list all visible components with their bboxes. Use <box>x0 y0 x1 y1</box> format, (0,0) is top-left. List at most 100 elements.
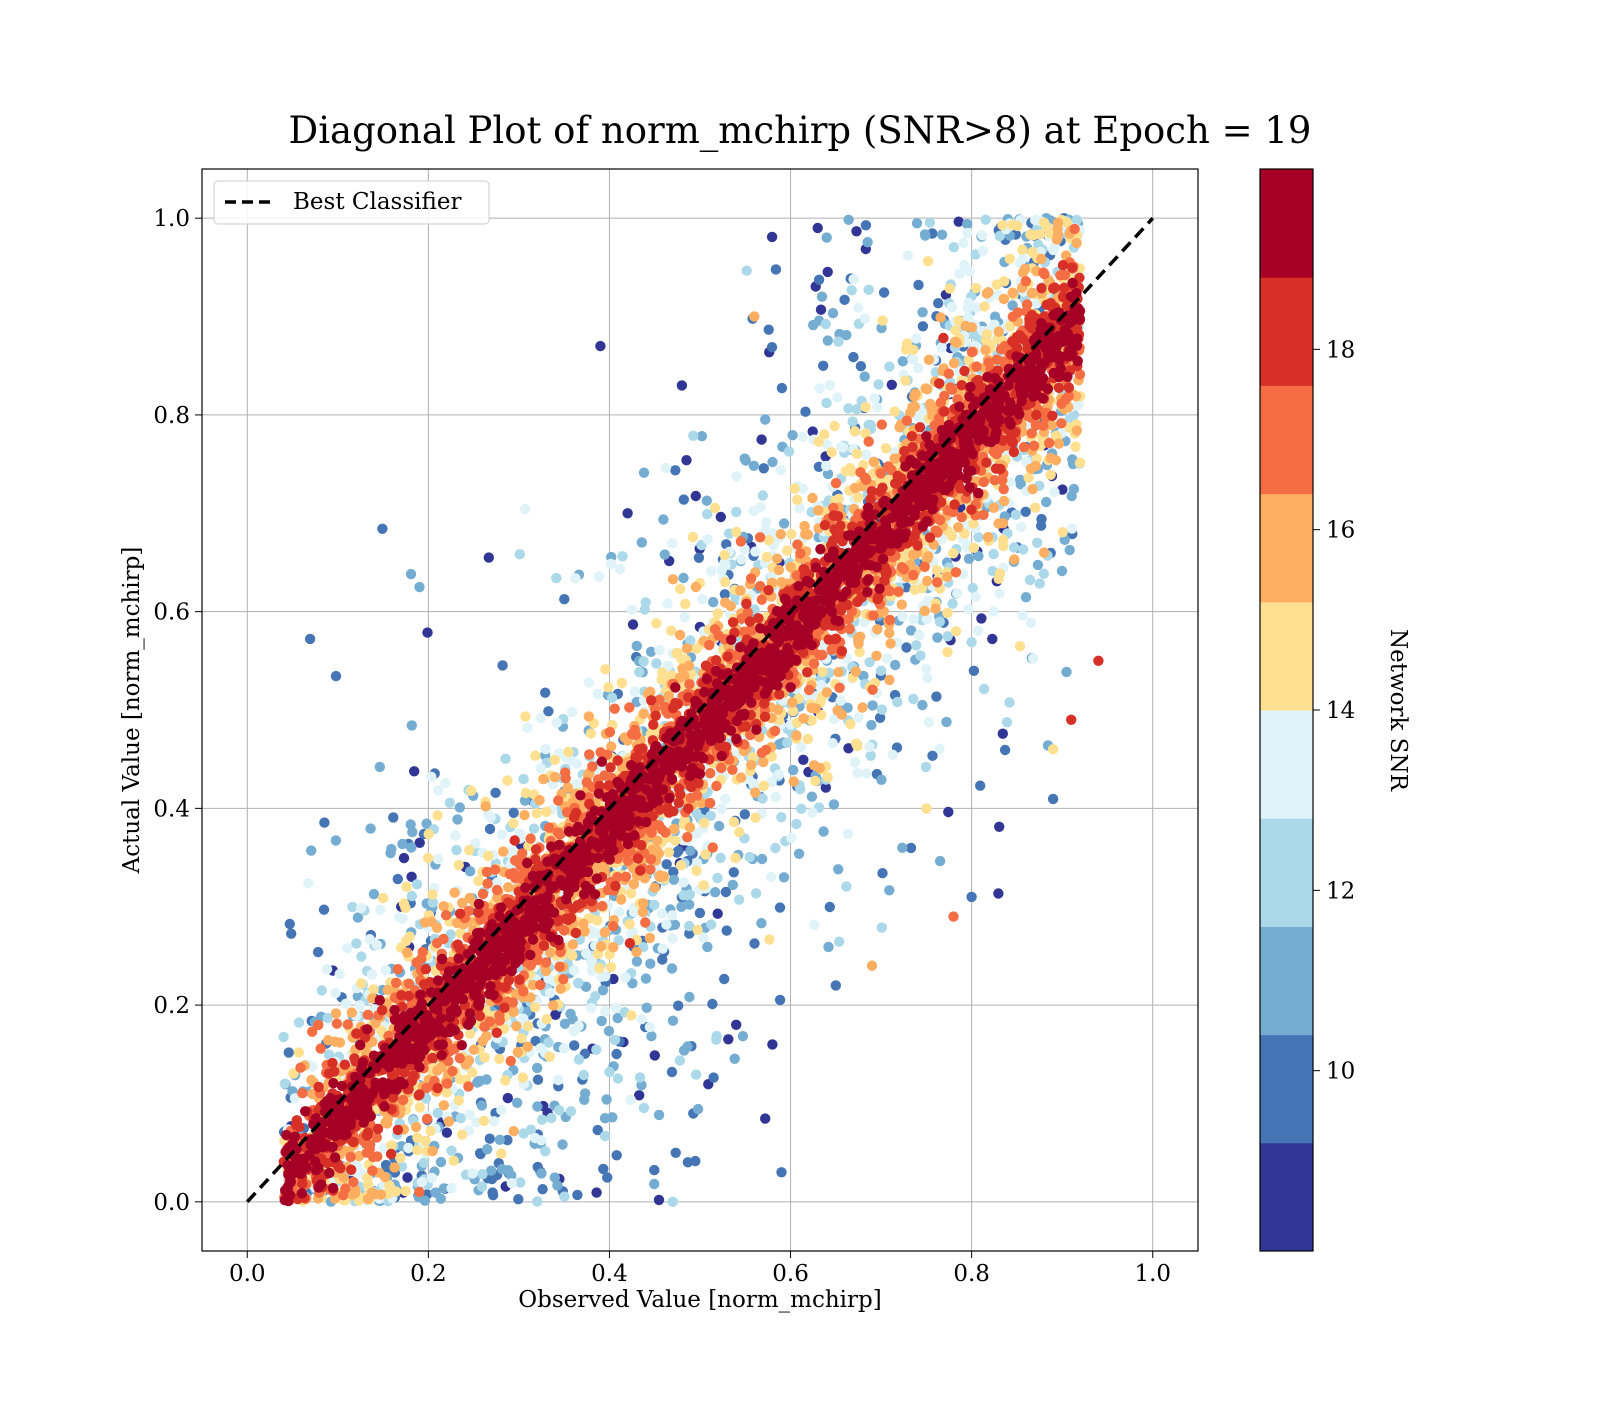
scatter-point <box>483 851 493 861</box>
scatter-point <box>924 717 934 727</box>
scatter-point <box>419 1158 429 1168</box>
scatter-point <box>947 384 957 394</box>
scatter-point <box>671 1148 681 1158</box>
scatter-point <box>399 853 409 863</box>
scatter-point <box>1039 547 1049 557</box>
scatter-point <box>519 810 529 820</box>
scatter-point <box>958 238 968 248</box>
scatter-point <box>487 1187 497 1197</box>
scatter-point <box>469 1045 479 1055</box>
scatter-point <box>1048 245 1058 255</box>
scatter-point <box>983 532 993 542</box>
scatter-point <box>779 872 789 882</box>
scatter-point <box>438 901 448 911</box>
scatter-point <box>777 383 787 393</box>
scatter-point <box>947 302 957 312</box>
scatter-point <box>706 566 716 576</box>
scatter-point <box>913 280 923 290</box>
scatter-point <box>383 985 393 995</box>
scatter-point <box>678 877 688 887</box>
scatter-point <box>740 453 750 463</box>
scatter-point <box>537 1115 547 1125</box>
scatter-point <box>496 1148 506 1158</box>
scatter-point <box>851 738 861 748</box>
scatter-point <box>457 898 467 908</box>
scatter-point <box>947 531 957 541</box>
scatter-point <box>679 494 689 504</box>
scatter-point <box>871 651 881 661</box>
scatter-point <box>542 1014 552 1024</box>
scatter-point <box>574 1054 584 1064</box>
scatter-point <box>1030 503 1040 513</box>
scatter-point <box>823 335 833 345</box>
scatter-point <box>935 856 945 866</box>
scatter-point <box>541 807 551 817</box>
scatter-point <box>305 634 315 644</box>
scatter-point <box>682 643 692 653</box>
scatter-point <box>997 220 1007 230</box>
scatter-point <box>568 939 578 949</box>
scatter-point <box>843 829 853 839</box>
scatter-point <box>944 369 954 379</box>
scatter-point <box>866 720 876 730</box>
scatter-point <box>685 822 695 832</box>
scatter-point <box>941 717 951 727</box>
scatter-point <box>556 984 566 994</box>
scatter-point <box>918 321 928 331</box>
scatter-point <box>668 574 678 584</box>
scatter-point <box>853 492 863 502</box>
scatter-point <box>685 846 695 856</box>
scatter-point <box>323 1035 333 1045</box>
scatter-point <box>924 355 934 365</box>
scatter-point <box>559 594 569 604</box>
scatter-point <box>945 283 955 293</box>
scatter-point <box>750 546 760 556</box>
scatter-point <box>1057 566 1067 576</box>
scatter-point <box>828 308 838 318</box>
scatter-point <box>409 766 419 776</box>
scatter-point <box>506 1056 516 1066</box>
scatter-point <box>1009 554 1019 564</box>
scatter-point <box>520 711 530 721</box>
scatter-point <box>553 1075 563 1085</box>
scatter-point <box>536 763 546 773</box>
scatter-point <box>887 380 897 390</box>
scatter-point <box>1021 276 1031 286</box>
scatter-point <box>932 565 942 575</box>
scatter-point <box>597 901 607 911</box>
scatter-point <box>914 630 924 640</box>
scatter-point <box>998 518 1008 528</box>
scatter-point <box>936 342 946 352</box>
scatter-point <box>622 508 632 518</box>
scatter-point <box>861 768 871 778</box>
scatter-point <box>407 891 417 901</box>
scatter-point <box>532 1196 542 1206</box>
scatter-point <box>533 1075 543 1085</box>
scatter-point <box>692 925 702 935</box>
scatter-point <box>998 541 1008 551</box>
scatter-point <box>980 345 990 355</box>
scatter-point <box>624 702 634 712</box>
scatter-point <box>817 292 827 302</box>
scatter-point <box>1012 221 1022 231</box>
scatter-point <box>536 1168 546 1178</box>
scatter-point <box>450 888 460 898</box>
scatter-point <box>1028 653 1038 663</box>
scatter-point <box>833 336 843 346</box>
scatter-point <box>915 650 925 660</box>
scatter-point <box>646 828 656 838</box>
scatter-point <box>466 786 476 796</box>
scatter-point <box>593 689 603 699</box>
scatter-point <box>478 1036 488 1046</box>
scatter-point <box>676 860 686 870</box>
scatter-point <box>661 463 671 473</box>
scatter-point <box>749 461 759 471</box>
scatter-point <box>538 774 548 784</box>
scatter-point <box>815 383 825 393</box>
scatter-point <box>654 1195 664 1205</box>
scatter-point <box>901 344 911 354</box>
scatter-point <box>639 468 649 478</box>
scatter-point <box>935 312 945 322</box>
scatter-point <box>563 747 573 757</box>
scatter-point <box>852 768 862 778</box>
